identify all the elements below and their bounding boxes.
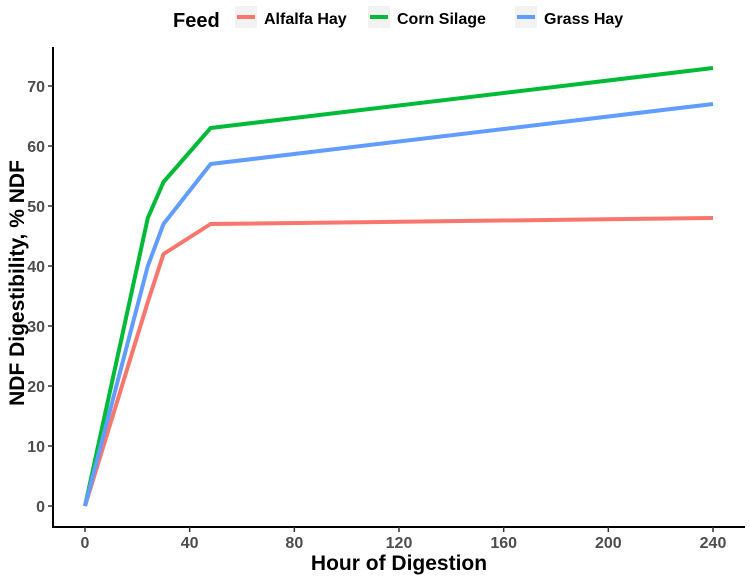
y-tick-label: 50: [27, 199, 45, 216]
legend: Feed Alfalfa Hay Corn Silage Grass Hay: [173, 6, 623, 32]
series-line-corn-silage: [83, 66, 714, 507]
x-tick-label: 160: [490, 535, 517, 552]
y-tick-label: 10: [27, 439, 45, 456]
series-line-alfalfa-hay: [83, 216, 714, 507]
y-tick-label: 40: [27, 259, 45, 276]
x-tick-label: 200: [595, 535, 622, 552]
y-axis-label: NDF Digestibility, % NDF: [6, 160, 29, 406]
y-tick-label: 30: [27, 319, 45, 336]
y-tick-label: 0: [36, 499, 45, 516]
legend-title: Feed: [173, 10, 220, 32]
legend-label: Corn Silage: [397, 11, 486, 28]
x-tick-label: 0: [81, 535, 90, 552]
x-tick-label: 40: [181, 535, 199, 552]
x-tick-label: 120: [386, 535, 413, 552]
y-tick-label: 20: [27, 379, 45, 396]
x-tick-label: 240: [700, 535, 727, 552]
series-line-grass-hay: [83, 102, 714, 507]
legend-label: Alfalfa Hay: [264, 11, 347, 28]
y-tick-label: 70: [27, 79, 45, 96]
legend-label: Grass Hay: [544, 11, 623, 28]
x-tick-label: 80: [285, 535, 303, 552]
x-axis-label: Hour of Digestion: [311, 552, 487, 575]
y-tick-label: 60: [27, 139, 45, 156]
